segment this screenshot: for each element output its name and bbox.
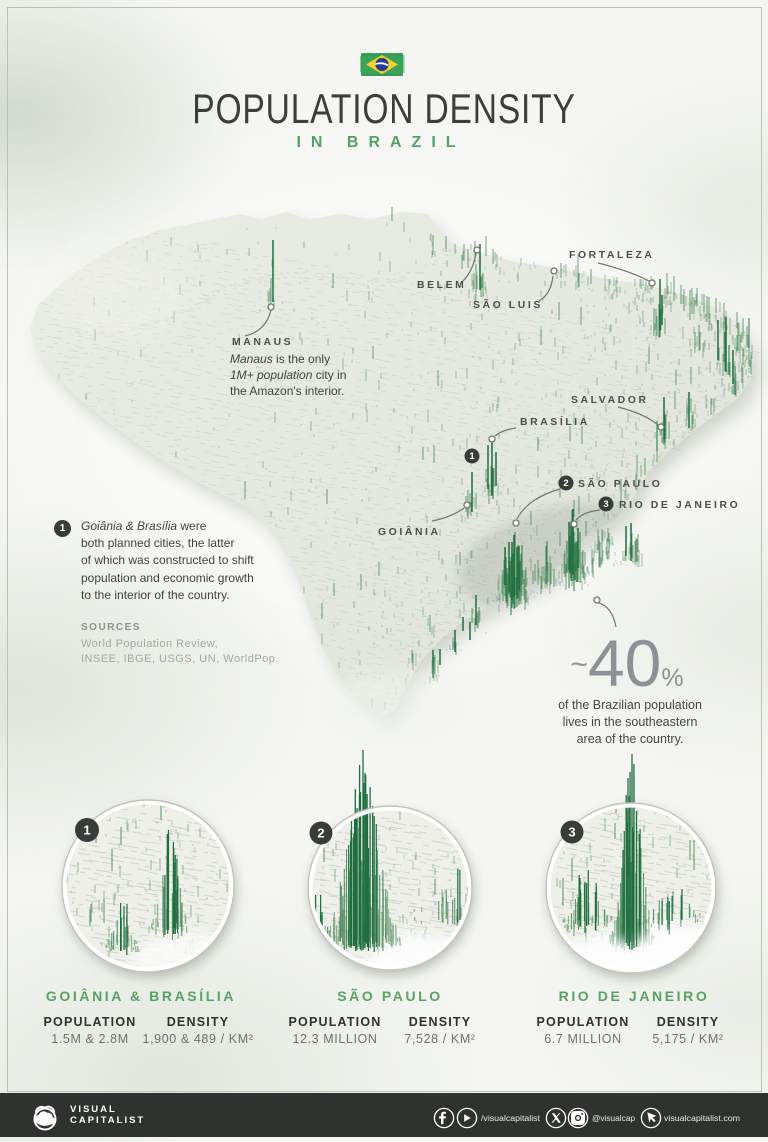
svg-text:VISUAL: VISUAL xyxy=(70,1104,117,1115)
svg-text:CAPITALIST: CAPITALIST xyxy=(70,1115,145,1126)
svg-text:2: 2 xyxy=(317,826,324,841)
svg-text:BELEM: BELEM xyxy=(417,280,466,291)
svg-text:SÃO PAULO: SÃO PAULO xyxy=(578,477,662,490)
svg-text:3: 3 xyxy=(568,825,575,840)
svg-text:2: 2 xyxy=(563,478,568,489)
svg-text:3: 3 xyxy=(603,499,608,510)
svg-text:BRASÍLIA: BRASÍLIA xyxy=(520,415,590,428)
svg-text:RIO DE JANEIRO: RIO DE JANEIRO xyxy=(619,500,740,511)
svg-text:SÃO LUIS: SÃO LUIS xyxy=(473,298,543,311)
svg-text:1: 1 xyxy=(83,823,90,838)
svg-text:FORTALEZA: FORTALEZA xyxy=(569,250,655,261)
svg-text:SALVADOR: SALVADOR xyxy=(571,395,649,406)
svg-text:@visualcap: @visualcap xyxy=(592,1114,636,1123)
svg-text:1: 1 xyxy=(469,451,475,462)
svg-text:visualcapitalist.com: visualcapitalist.com xyxy=(664,1114,740,1123)
svg-text:/visualcapitalist: /visualcapitalist xyxy=(481,1114,541,1123)
svg-text:MANAUS: MANAUS xyxy=(232,337,293,348)
svg-text:GOIÂNIA: GOIÂNIA xyxy=(378,525,441,538)
